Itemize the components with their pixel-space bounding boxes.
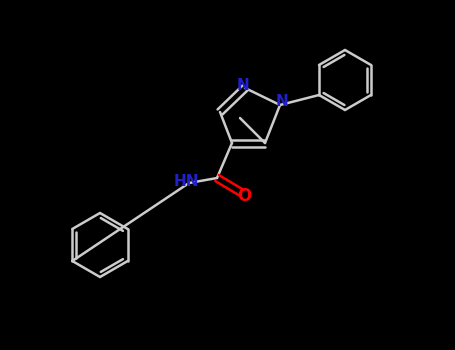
Text: HN: HN bbox=[173, 174, 199, 189]
Text: N: N bbox=[237, 77, 249, 92]
Text: N: N bbox=[276, 94, 288, 110]
Text: O: O bbox=[237, 187, 251, 205]
